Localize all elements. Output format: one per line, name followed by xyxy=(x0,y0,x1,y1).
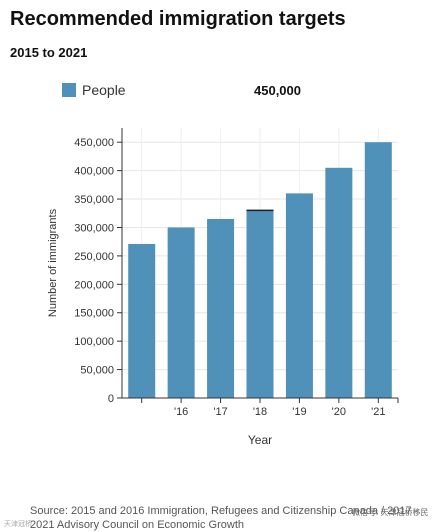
legend-value: 450,000 xyxy=(254,83,301,98)
x-tick-label: '16 xyxy=(174,406,188,418)
bar xyxy=(167,227,195,398)
y-tick-label: 0 xyxy=(108,393,114,405)
bar xyxy=(364,142,392,398)
watermark-small: 天津冠桥 xyxy=(4,521,32,528)
y-axis-label: Number of immigrants xyxy=(47,208,59,317)
legend-label: People xyxy=(82,82,126,98)
y-tick-label: 450,000 xyxy=(74,137,114,149)
y-tick-label: 50,000 xyxy=(80,365,114,377)
x-tick-label: '17 xyxy=(213,406,227,418)
x-tick-label: '20 xyxy=(332,406,346,418)
watermark: 微信号: 天津冠桥移民 xyxy=(352,508,429,517)
chart-subtitle: 2015 to 2021 xyxy=(10,45,88,60)
bar xyxy=(207,218,235,398)
y-tick-label: 350,000 xyxy=(74,194,114,206)
bar xyxy=(246,209,274,398)
y-tick-label: 400,000 xyxy=(74,166,114,178)
bar xyxy=(325,167,353,398)
x-tick-label: '18 xyxy=(253,406,267,418)
x-tick-label: '19 xyxy=(292,406,306,418)
legend: People xyxy=(62,82,126,98)
x-tick-label: '21 xyxy=(371,406,385,418)
bar xyxy=(285,193,313,398)
bar xyxy=(128,243,156,398)
source-note: Source: 2015 and 2016 Immigration, Refug… xyxy=(30,505,419,531)
legend-swatch xyxy=(62,83,76,97)
bar-chart: 0 50,000 100,000 150,000 200,000 250,000 300,0… xyxy=(47,128,399,447)
chart-title: Recommended immigration targets xyxy=(10,8,346,30)
y-tick-label: 300,000 xyxy=(74,222,114,234)
y-tick-label: 100,000 xyxy=(74,336,114,348)
x-axis-label: Year xyxy=(248,433,272,447)
y-tick-label: 150,000 xyxy=(74,308,114,320)
y-tick-label: 250,000 xyxy=(74,251,114,263)
y-tick-label: 200,000 xyxy=(74,279,114,291)
